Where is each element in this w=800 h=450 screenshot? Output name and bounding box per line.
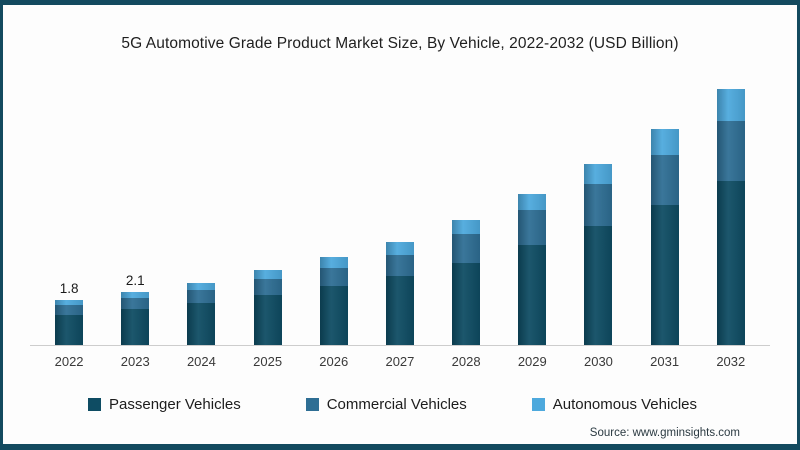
- x-axis-label-2032: 2032: [716, 354, 746, 369]
- x-axis-line: [30, 345, 770, 346]
- legend-label-passenger: Passenger Vehicles: [109, 396, 241, 413]
- bar-segment-commercial-2026: [319, 268, 348, 287]
- bar-segment-passenger-2022: [55, 315, 84, 345]
- bar-segment-autonomous-2031: [650, 128, 679, 155]
- legend-item-autonomous: Autonomous Vehicles: [531, 396, 697, 413]
- bar-segment-passenger-2023: [121, 308, 150, 345]
- bar-column-2028: [433, 201, 499, 345]
- x-axis-label-2022: 2022: [54, 354, 84, 369]
- bar-segment-commercial-2030: [584, 183, 613, 227]
- x-axis-label-2024: 2024: [186, 354, 216, 369]
- bar-segment-passenger-2031: [650, 205, 679, 345]
- bar-stack-2031: [650, 128, 679, 345]
- bar-value-label-2022: 1.8: [59, 281, 79, 296]
- legend-swatch-autonomous-icon: [531, 398, 545, 411]
- bar-column-2032: [698, 70, 764, 345]
- bar-column-2025: [235, 251, 301, 345]
- bar-segment-passenger-2028: [452, 262, 481, 345]
- bar-column-2027: [367, 223, 433, 345]
- bar-segment-autonomous-2027: [385, 242, 414, 256]
- x-axis-label-2029: 2029: [517, 354, 547, 369]
- bar-stack-2025: [253, 269, 282, 345]
- bar-segment-autonomous-2029: [518, 193, 547, 210]
- x-axis-label-2028: 2028: [451, 354, 481, 369]
- bar-segment-commercial-2028: [452, 233, 481, 263]
- bar-stack-2024: [187, 282, 216, 345]
- bar-segment-commercial-2031: [650, 155, 679, 205]
- bar-segment-commercial-2029: [518, 210, 547, 245]
- bar-column-2023: 2.1: [102, 273, 168, 345]
- bar-column-2026: [301, 238, 367, 345]
- x-axis-label-2031: 2031: [650, 354, 680, 369]
- legend-item-commercial: Commercial Vehicles: [305, 396, 467, 413]
- bar-column-2030: [565, 145, 631, 345]
- bar-stack-2026: [319, 257, 348, 345]
- bar-segment-autonomous-2032: [716, 88, 745, 122]
- bar-stack-2027: [385, 242, 414, 345]
- x-axis-labels: 2022 2023 2024 2025 2026 2027 2028 2029 2030 2031…: [36, 354, 764, 369]
- bar-segment-autonomous-2022: [55, 300, 84, 305]
- bar-segment-commercial-2027: [385, 255, 414, 277]
- x-axis-label-2027: 2027: [385, 354, 415, 369]
- bar-stack-2032: [716, 88, 745, 345]
- bar-segment-commercial-2024: [187, 290, 216, 303]
- bar-segment-autonomous-2024: [187, 282, 216, 290]
- x-axis-label-2030: 2030: [583, 354, 613, 369]
- bar-column-2031: [632, 110, 698, 345]
- x-axis-label-2023: 2023: [120, 354, 150, 369]
- bar-column-2022: 1.8: [36, 281, 102, 345]
- bar-segment-autonomous-2026: [319, 257, 348, 269]
- bar-segment-commercial-2022: [55, 305, 84, 315]
- bar-segment-passenger-2026: [319, 286, 348, 345]
- legend-swatch-commercial-icon: [305, 398, 319, 411]
- bar-segment-passenger-2029: [518, 245, 547, 345]
- bar-stack-2029: [518, 193, 547, 345]
- x-axis-label-2026: 2026: [319, 354, 349, 369]
- x-axis-label-2025: 2025: [253, 354, 283, 369]
- legend: Passenger Vehicles Commercial Vehicles A…: [88, 396, 697, 413]
- bar-stack-2022: [55, 300, 84, 345]
- bar-segment-passenger-2032: [716, 181, 745, 345]
- bar-segment-autonomous-2030: [584, 163, 613, 184]
- bar-column-2029: [499, 175, 565, 345]
- bar-segment-commercial-2023: [121, 298, 150, 309]
- bar-segment-autonomous-2025: [253, 269, 282, 279]
- bar-segment-commercial-2032: [716, 121, 745, 182]
- bar-segment-passenger-2024: [187, 302, 216, 345]
- legend-label-autonomous: Autonomous Vehicles: [552, 396, 697, 413]
- legend-item-passenger: Passenger Vehicles: [88, 396, 241, 413]
- bars-container: 1.8 2.1: [36, 85, 764, 345]
- bar-stack-2030: [584, 163, 613, 345]
- legend-swatch-passenger-icon: [88, 398, 101, 411]
- bar-segment-autonomous-2028: [452, 220, 481, 234]
- bar-stack-2023: [121, 292, 150, 345]
- bar-column-2024: [168, 264, 234, 345]
- bar-segment-commercial-2025: [253, 278, 282, 295]
- bar-segment-autonomous-2023: [121, 292, 150, 299]
- bar-stack-2028: [452, 220, 481, 345]
- bar-segment-passenger-2025: [253, 295, 282, 345]
- source-attribution: Source: www.gminsights.com: [589, 427, 740, 439]
- bar-segment-passenger-2030: [584, 226, 613, 345]
- bar-value-label-2023: 2.1: [125, 273, 145, 289]
- bar-segment-passenger-2027: [385, 276, 414, 345]
- chart-title: 5G Automotive Grade Product Market Size,…: [121, 35, 679, 52]
- legend-label-commercial: Commercial Vehicles: [326, 396, 467, 413]
